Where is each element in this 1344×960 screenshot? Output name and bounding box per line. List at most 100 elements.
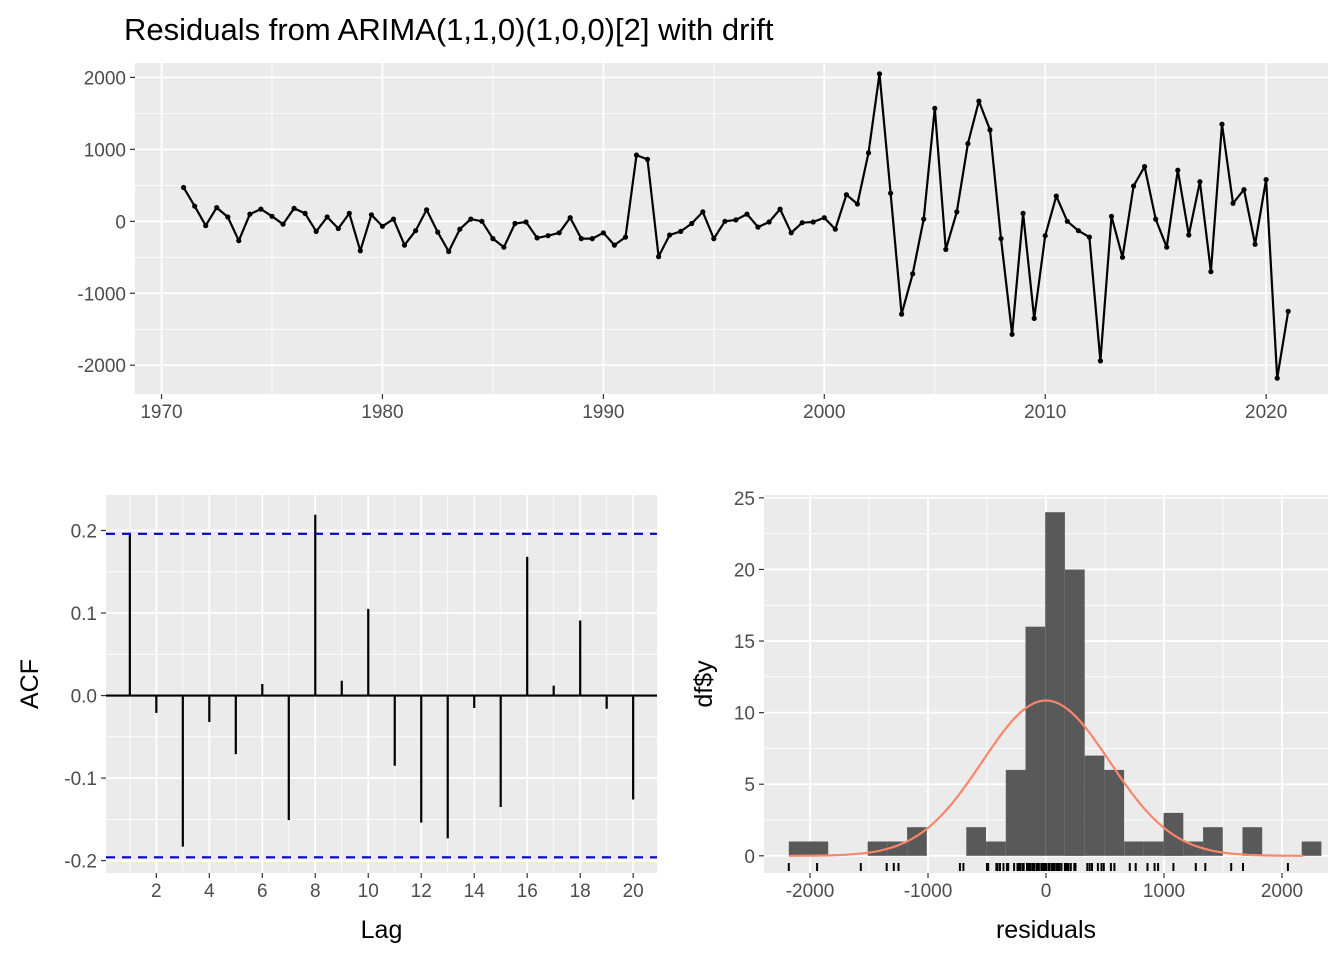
- acf-x-tick-label: 6: [257, 881, 268, 902]
- hist-y-tick-label: 5: [744, 775, 755, 796]
- residual-point: [788, 230, 794, 236]
- residual-point: [722, 218, 728, 224]
- acf-x-tick-label: 16: [517, 881, 538, 902]
- ts-x-tick-label: 1970: [140, 402, 182, 423]
- residual-point: [633, 152, 640, 158]
- residual-point: [943, 246, 949, 252]
- hist-x-tick-label: -1000: [904, 881, 953, 902]
- residual-point: [269, 213, 275, 219]
- residual-point: [799, 220, 805, 226]
- residual-point: [711, 236, 717, 242]
- residual-point: [1142, 164, 1148, 170]
- histogram-bar: [1045, 512, 1065, 856]
- acf-x-tick-label: 18: [570, 881, 591, 902]
- hist-y-tick-label: 15: [734, 632, 755, 653]
- residual-point: [413, 228, 419, 234]
- acf-y-axis-title: ACF: [16, 659, 44, 709]
- residual-point: [1131, 183, 1137, 189]
- residual-point: [1274, 375, 1280, 381]
- acf-panel-background: [106, 495, 657, 873]
- residual-point: [313, 228, 319, 234]
- residual-point: [1009, 331, 1015, 337]
- residual-point: [689, 220, 695, 227]
- histogram-bar: [1025, 626, 1046, 856]
- acf-x-tick-label: 14: [464, 881, 486, 902]
- residual-point: [1208, 269, 1214, 275]
- residual-point: [976, 98, 982, 104]
- residuals-histogram-panel: -2000 -1000 0 1000 2000 0 5 10 15 20 25 residuals df…: [690, 489, 1328, 944]
- residual-point: [578, 236, 584, 242]
- residual-point: [821, 215, 827, 221]
- residual-point: [744, 211, 750, 217]
- residual-point: [545, 233, 551, 239]
- histogram-bar: [1301, 841, 1322, 856]
- residual-point: [876, 71, 883, 77]
- residual-point: [424, 207, 430, 213]
- residual-point: [479, 218, 485, 224]
- residual-point: [622, 234, 629, 240]
- residual-point: [291, 205, 297, 211]
- hist-y-axis-title: df$y: [690, 660, 718, 708]
- acf-y-tick-label: 0.1: [71, 604, 97, 625]
- ts-panel-background: [135, 63, 1328, 394]
- residual-point: [379, 223, 385, 229]
- residual-point: [192, 203, 198, 209]
- residual-point: [203, 223, 209, 229]
- residual-point: [843, 192, 850, 198]
- histogram-bar: [1183, 841, 1203, 856]
- residual-point: [512, 220, 518, 227]
- residual-point: [865, 150, 872, 156]
- residual-point: [335, 225, 341, 232]
- residual-point: [888, 190, 894, 196]
- residual-point: [357, 248, 363, 254]
- residual-point: [854, 201, 861, 207]
- histogram-bar: [1065, 569, 1085, 856]
- residual-point: [1119, 254, 1126, 260]
- residual-point: [810, 219, 816, 225]
- residual-point: [656, 254, 662, 260]
- residual-point: [733, 217, 739, 223]
- residual-point: [766, 219, 772, 225]
- acf-x-tick-label: 20: [623, 881, 644, 902]
- residual-point: [1053, 193, 1059, 199]
- residual-point: [556, 230, 562, 236]
- residual-point: [324, 214, 330, 220]
- residual-point: [1064, 218, 1070, 224]
- residual-point: [1230, 200, 1236, 206]
- residual-point: [611, 242, 618, 248]
- acf-x-tick-label: 4: [204, 881, 215, 902]
- ts-y-tick-label: -1000: [77, 284, 126, 305]
- hist-x-tick-label: 1000: [1143, 881, 1185, 902]
- hist-x-axis-title: residuals: [996, 916, 1096, 944]
- hist-x-tick-label: 2000: [1261, 881, 1303, 902]
- residual-point: [600, 230, 607, 236]
- residual-point: [435, 229, 441, 235]
- residual-point: [1031, 315, 1037, 321]
- hist-y-tick-label: 0: [744, 847, 755, 868]
- histogram-bar: [1084, 755, 1105, 856]
- residual-point: [181, 184, 187, 191]
- ts-x-tick-label: 2020: [1245, 402, 1287, 423]
- residual-point: [678, 228, 684, 234]
- residual-point: [567, 215, 573, 221]
- residual-point: [457, 226, 463, 232]
- acf-panel: 2 4 6 8 10 12 14 16 18 20 -0.2 -0.1 0.0 0.1 0.2 Lag ACF: [16, 495, 657, 944]
- residual-point: [236, 238, 242, 244]
- residual-point: [302, 210, 308, 216]
- residual-point: [1153, 216, 1159, 222]
- residual-point: [346, 210, 352, 216]
- residual-point: [954, 209, 960, 215]
- residual-point: [644, 156, 651, 162]
- histogram-bar: [907, 827, 927, 856]
- histogram-bar: [1005, 769, 1026, 856]
- acf-y-tick-label: 0.0: [71, 687, 97, 708]
- residual-point: [1164, 244, 1170, 250]
- histogram-bar: [1143, 841, 1164, 856]
- residual-point: [899, 311, 905, 317]
- histogram-bar: [808, 841, 829, 856]
- residual-point: [1263, 177, 1269, 183]
- residual-point: [777, 206, 783, 212]
- acf-y-tick-label: -0.2: [64, 852, 97, 873]
- residual-point: [965, 141, 971, 147]
